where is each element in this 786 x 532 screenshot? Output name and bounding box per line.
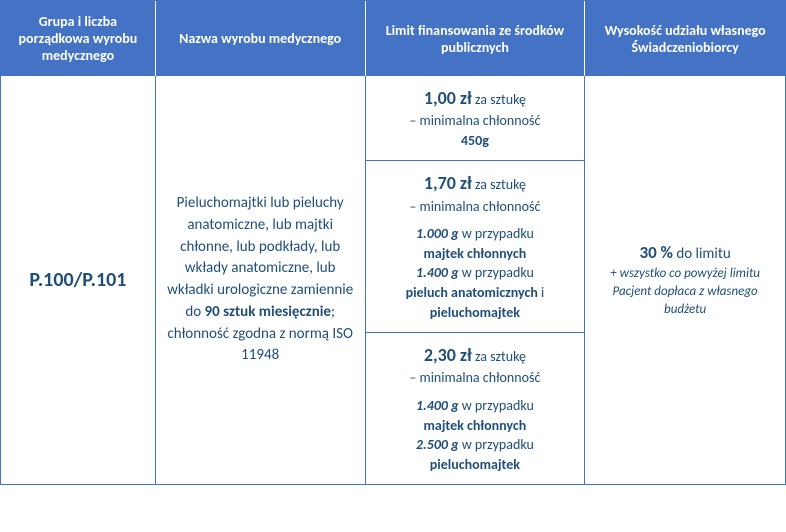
share-post: do limitu (673, 245, 731, 263)
share-note: + wszystko co powyżej limitu Pacjent dop… (595, 265, 775, 320)
sub-1: – minimalna chłonność (409, 111, 540, 131)
desc-pre: Pieluchomajtki lub pieluchy anatomiczne,… (167, 194, 353, 321)
g3a: 1.400 g (416, 397, 459, 414)
g3a-item: majtek chłonnych (424, 416, 527, 436)
price-3: 2,30 zł (424, 344, 472, 366)
limit-row-3: 2,30 zł za sztukę – minimalna chłonność … (366, 333, 586, 484)
g2a-case: w przypadku (459, 225, 534, 242)
product-code: P.100/P.101 (29, 268, 126, 292)
g3b-item: pieluchomajtek (430, 455, 520, 475)
g2b: 1.400 g (416, 264, 459, 281)
per-1: za sztukę (472, 91, 526, 108)
body-row: P.100/P.101 Pieluchomajtki lub pieluchy … (1, 76, 785, 484)
header-col3: Limit finansowania ze środków publicznyc… (366, 1, 586, 76)
sub-2: – minimalna chłonność (409, 197, 540, 217)
cell-limits: 1,00 zł za sztukę – minimalna chłonność … (366, 76, 586, 484)
g2b-case: w przypadku (459, 264, 534, 281)
pricing-table: Grupa i liczba porządkowa wyrobu medyczn… (0, 0, 786, 485)
g2a: 1.000 g (416, 225, 459, 242)
g-1: 450g (461, 131, 489, 151)
sub-3: – minimalna chłonność (409, 368, 540, 388)
header-col4: Wysokość udziału własnego Świadczeniobio… (585, 1, 785, 76)
g2b-item2: pieluchomajtek (430, 304, 520, 321)
price-1: 1,00 zł (424, 87, 472, 109)
per-3: za sztukę (472, 348, 526, 365)
cell-code: P.100/P.101 (1, 76, 156, 484)
share-pct: 30 % (639, 242, 672, 263)
g2a-item: majtek chłonnych (424, 244, 527, 264)
header-col2: Nazwa wyrobu medycznego (156, 1, 366, 76)
price-2: 1,70 zł (424, 172, 472, 194)
g2b-and: i (538, 284, 544, 301)
desc-bold: 90 sztuk miesięcznie (205, 303, 331, 321)
header-col1: Grupa i liczba porządkowa wyrobu medyczn… (1, 1, 156, 76)
g3a-case: w przypadku (459, 397, 534, 414)
cell-share: 30 % do limitu + wszystko co powyżej lim… (585, 76, 785, 484)
g3b-case: w przypadku (459, 436, 534, 453)
g2b-item1: pieluch anatomicznych (406, 284, 538, 301)
per-2: za sztukę (472, 176, 526, 193)
header-row: Grupa i liczba porządkowa wyrobu medyczn… (1, 1, 785, 76)
limit-row-1: 1,00 zł za sztukę – minimalna chłonność … (366, 76, 586, 161)
limit-row-2: 1,70 zł za sztukę – minimalna chłonność … (366, 161, 586, 333)
cell-description: Pieluchomajtki lub pieluchy anatomiczne,… (156, 76, 366, 484)
g3b: 2.500 g (416, 436, 459, 453)
